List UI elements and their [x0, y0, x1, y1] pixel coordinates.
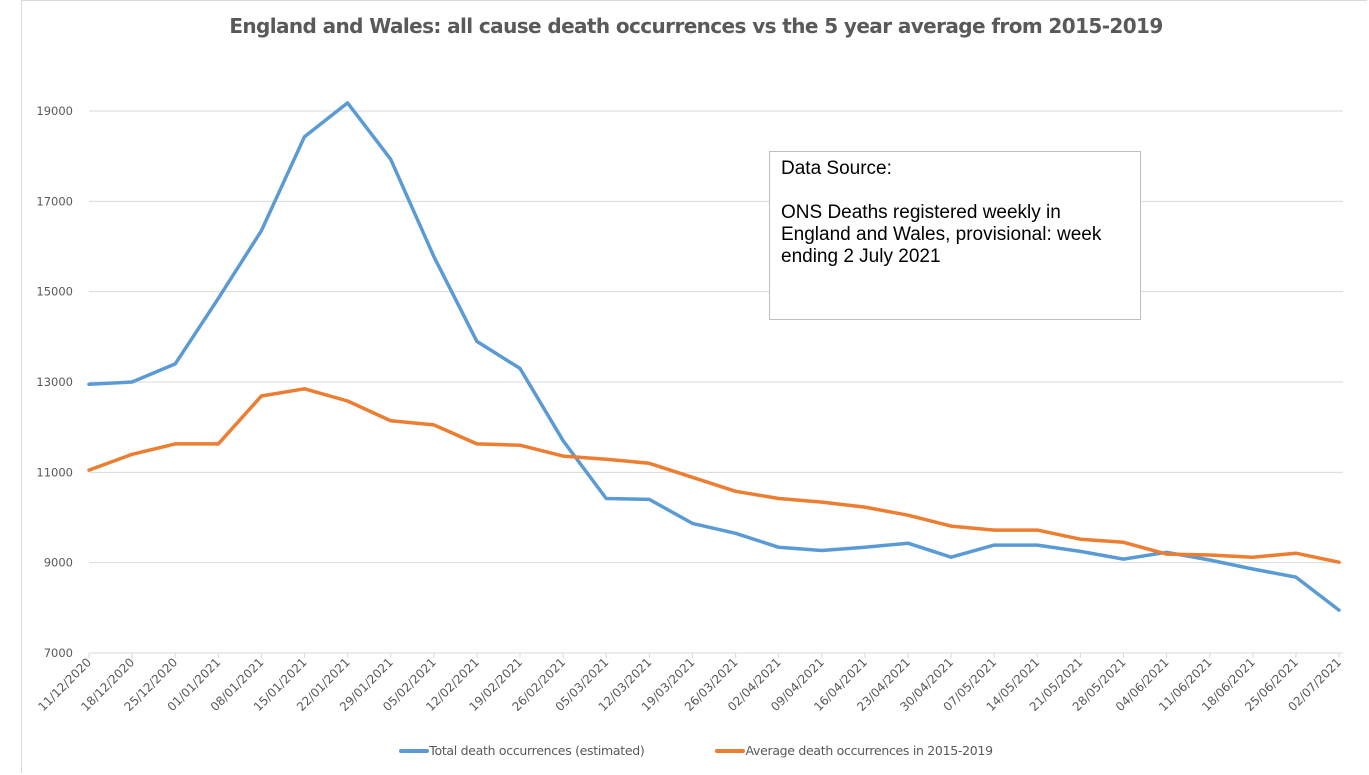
- y-axis: 19000 17000 15000 13000 11000 9000 7000: [36, 104, 73, 660]
- legend-swatch-average: [715, 748, 746, 753]
- data-point: [130, 380, 134, 384]
- data-point: [303, 135, 307, 139]
- data-point: [863, 505, 867, 509]
- chart-frame: [21, 0, 1367, 773]
- y-tick-label: 7000: [44, 646, 73, 660]
- data-point: [1035, 528, 1039, 532]
- data-point: [475, 442, 479, 446]
- data-point: [734, 490, 738, 494]
- y-tick-label: 13000: [36, 375, 73, 389]
- annotation-line: ending 2 July 2021: [781, 246, 941, 267]
- annotation-heading: Data Source:: [781, 158, 892, 179]
- data-point: [1208, 553, 1212, 557]
- x-axis: 11/12/202018/12/202025/12/202001/01/2021…: [35, 652, 1344, 714]
- data-point: [389, 158, 393, 162]
- y-tick-label: 11000: [36, 465, 73, 479]
- series-line-total[interactable]: [87, 101, 1341, 612]
- data-point: [1079, 537, 1083, 541]
- data-point: [173, 362, 177, 366]
- data-point: [648, 462, 652, 466]
- data-point: [346, 101, 350, 105]
- data-point: [949, 524, 953, 528]
- data-point: [346, 399, 350, 403]
- data-point: [1208, 558, 1212, 562]
- y-tick-label: 17000: [36, 194, 73, 208]
- data-point: [1337, 608, 1341, 612]
- data-point: [604, 497, 608, 501]
- data-point: [1122, 557, 1126, 561]
- data-point: [518, 443, 522, 447]
- data-point: [130, 452, 134, 456]
- data-point: [173, 442, 177, 446]
- data-point: [949, 555, 953, 559]
- data-point: [648, 498, 652, 502]
- annotation-line: England and Wales, provisional: week: [781, 224, 1102, 245]
- data-point: [820, 549, 824, 553]
- data-point: [691, 522, 695, 526]
- y-tick-label: 15000: [36, 285, 73, 299]
- data-point: [432, 423, 436, 427]
- data-point: [260, 229, 264, 233]
- data-point: [1337, 560, 1341, 564]
- data-point: [992, 543, 996, 547]
- data-point: [518, 367, 522, 371]
- data-point: [561, 439, 565, 443]
- series-group: [87, 101, 1341, 612]
- data-point: [87, 468, 91, 472]
- y-tick-label: 9000: [44, 556, 73, 570]
- series-line-average[interactable]: [87, 387, 1341, 564]
- data-point: [863, 546, 867, 550]
- data-point: [475, 340, 479, 344]
- data-point: [992, 528, 996, 532]
- data-point: [303, 387, 307, 391]
- annotation-spacer: [781, 180, 1129, 202]
- legend: Total death occurrences (estimated) Aver…: [0, 743, 1369, 758]
- data-point: [777, 497, 781, 501]
- data-point: [1251, 567, 1255, 571]
- data-point: [260, 394, 264, 398]
- data-point: [734, 532, 738, 536]
- data-point: [691, 476, 695, 480]
- data-point: [389, 419, 393, 423]
- data-point: [1079, 550, 1083, 554]
- data-point: [217, 297, 221, 301]
- data-point: [1251, 555, 1255, 559]
- legend-item-average[interactable]: Average death occurrences in 2015-2019: [692, 743, 993, 758]
- data-point: [561, 454, 565, 458]
- legend-swatch-total: [399, 748, 430, 753]
- legend-label-average: Average death occurrences in 2015-2019: [745, 743, 993, 758]
- chart-title: England and Wales: all cause death occur…: [229, 14, 1163, 38]
- legend-label-total: Total death occurrences (estimated): [429, 743, 645, 758]
- data-point: [906, 541, 910, 545]
- data-point: [432, 255, 436, 259]
- data-point: [1035, 543, 1039, 547]
- data-point: [87, 382, 91, 386]
- data-point: [217, 442, 221, 446]
- data-point: [1122, 541, 1126, 545]
- data-point: [1294, 551, 1298, 555]
- data-point: [777, 546, 781, 550]
- data-point: [820, 500, 824, 504]
- data-source-annotation: Data Source: ONS Deaths registered weekl…: [769, 151, 1141, 320]
- annotation-line: ONS Deaths registered weekly in: [781, 202, 1061, 223]
- data-point: [1165, 552, 1169, 556]
- data-point: [604, 457, 608, 461]
- y-tick-label: 19000: [36, 104, 73, 118]
- legend-item-total[interactable]: Total death occurrences (estimated): [376, 743, 645, 758]
- data-point: [906, 513, 910, 517]
- data-point: [1294, 575, 1298, 579]
